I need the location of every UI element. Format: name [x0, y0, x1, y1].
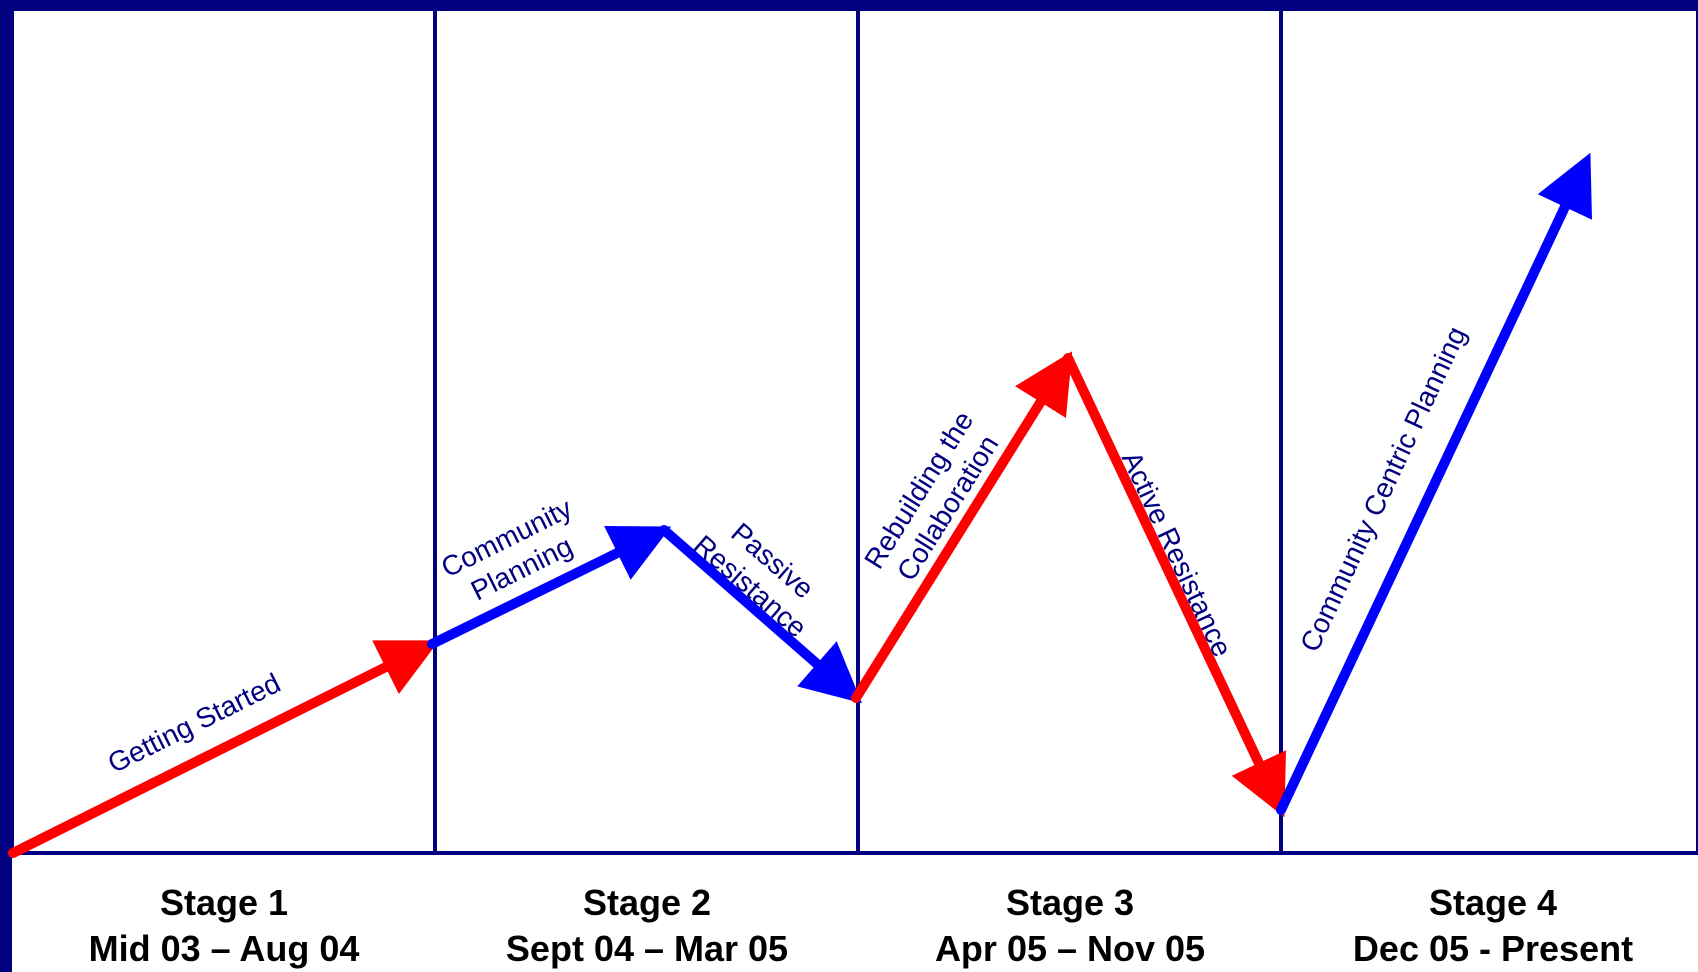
- arrow-community-centric-planning: [1276, 152, 1592, 815]
- stage-4-dates: Dec 05 - Present: [1352, 928, 1634, 969]
- stage-label-4: Stage 4 Dec 05 - Present: [1281, 880, 1698, 972]
- arrow-community-planning: [427, 526, 672, 649]
- stage-3-dates: Apr 05 – Nov 05: [934, 928, 1206, 969]
- arrows-layer: [8, 152, 1592, 858]
- arrow-rebuilding-collaboration: [851, 351, 1073, 703]
- stage-label-2: Stage 2 Sept 04 – Mar 05: [435, 880, 859, 972]
- stage-4-title: Stage 4: [1428, 882, 1558, 923]
- arrow-passive-resistance: [659, 525, 863, 704]
- stage-3-title: Stage 3: [1005, 882, 1135, 923]
- stage-2-title: Stage 2: [582, 882, 712, 923]
- stage-2-dates: Sept 04 – Mar 05: [505, 928, 789, 969]
- stage-label-1: Stage 1 Mid 03 – Aug 04: [12, 880, 436, 972]
- stage-1-dates: Mid 03 – Aug 04: [88, 928, 360, 969]
- panel-background: [12, 9, 1698, 972]
- arrow-getting-started: [8, 640, 440, 858]
- stage-label-3: Stage 3 Apr 05 – Nov 05: [858, 880, 1282, 972]
- arrow-active-resistance: [1063, 353, 1286, 818]
- stage-1-title: Stage 1: [159, 882, 289, 923]
- chart-frame: [10, 7, 1698, 855]
